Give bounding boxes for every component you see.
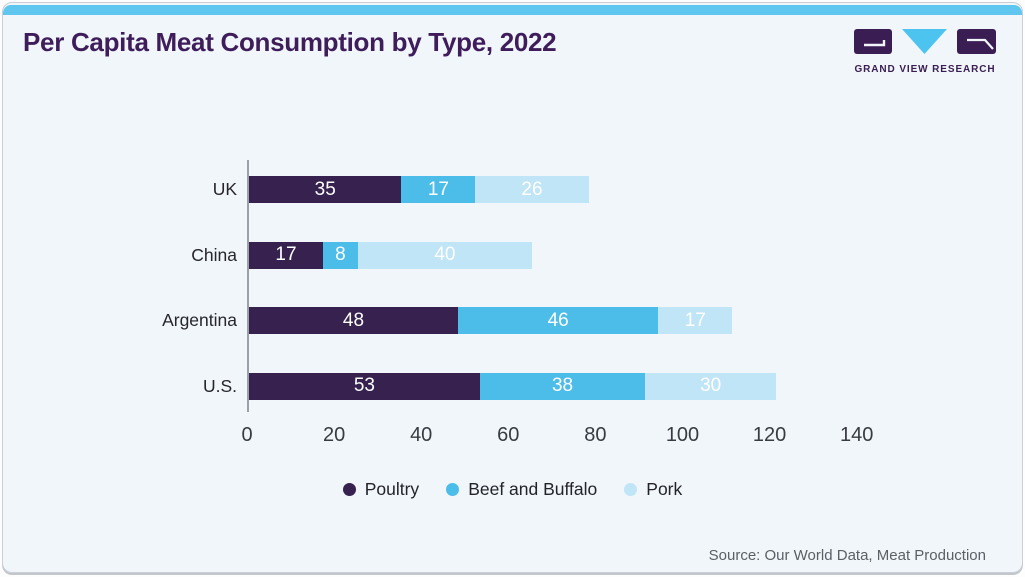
legend-dot-icon — [342, 483, 356, 496]
bar-stack: 35 17 26 — [249, 176, 589, 204]
bar-stack: 53 38 30 — [249, 372, 776, 400]
bar-value: 40 — [434, 244, 456, 266]
chart-area: UK 35 17 26 China 17 8 40 Argentina 48 46 17 U.S. 53 3… — [3, 3, 1022, 572]
bar-value: 17 — [427, 178, 449, 200]
chart-row-argentina: Argentina 48 46 17 — [3, 288, 1022, 354]
bar-value: 53 — [353, 375, 375, 397]
bar-stack: 17 8 40 — [249, 241, 532, 269]
chart-rows: UK 35 17 26 China 17 8 40 Argentina 48 46 17 U.S. 53 3… — [3, 157, 1022, 419]
bar-segment-pork: 30 — [645, 372, 776, 400]
bar-segment-poultry: 48 — [249, 307, 458, 335]
bar-value: 46 — [547, 309, 569, 331]
chart-row-uk: UK 35 17 26 — [3, 157, 1022, 223]
legend-dot-icon — [446, 483, 460, 496]
bar-segment-poultry: 35 — [249, 176, 402, 204]
bar-value: 38 — [551, 375, 574, 397]
legend-label: Beef and Buffalo — [468, 479, 598, 499]
bar-segment-beef-and-buffalo: 38 — [479, 372, 646, 400]
x-tick-60: 60 — [497, 424, 520, 446]
bar-value: 48 — [342, 309, 365, 331]
bar-segment-beef-and-buffalo: 8 — [323, 241, 358, 269]
category-label: UK — [212, 179, 237, 200]
bar-segment-pork: 26 — [475, 176, 589, 204]
legend: Poultry Beef and Buffalo Pork — [3, 479, 1022, 500]
page-title: Per Capita Meat Consumption by Type, 202… — [23, 27, 557, 57]
x-tick-140: 140 — [840, 424, 874, 446]
legend-item-pork: Pork — [624, 479, 682, 500]
legend-label: Pork — [646, 479, 683, 499]
gvr-logo-icon — [854, 29, 996, 54]
category-label: U.S. — [202, 375, 237, 396]
brand-logo: GRAND VIEW RESEARCH — [854, 28, 996, 75]
x-tick-100: 100 — [665, 424, 700, 446]
bar-value: 35 — [314, 178, 336, 200]
legend-dot-icon — [624, 483, 638, 496]
x-tick-120: 120 — [752, 424, 787, 446]
bar-segment-pork: 17 — [658, 307, 733, 335]
gvr-logo-r-tile — [957, 29, 996, 54]
bar-segment-beef-and-buffalo: 17 — [401, 176, 476, 204]
category-label: Argentina — [162, 310, 237, 331]
x-tick-20: 20 — [322, 424, 346, 446]
x-tick-0: 0 — [241, 424, 253, 446]
bar-segment-poultry: 53 — [249, 372, 480, 400]
top-accent-strip — [3, 5, 1022, 15]
chart-row-us: U.S. 53 38 30 — [3, 354, 1022, 420]
legend-label: Poultry — [364, 479, 420, 499]
bar-segment-poultry: 17 — [249, 241, 323, 269]
bar-segment-pork: 40 — [357, 241, 532, 269]
gvr-logo-g-tile — [854, 29, 892, 54]
legend-item-beef-and-buffalo: Beef and Buffalo — [446, 479, 597, 500]
gvr-logo-r-glyph — [967, 38, 994, 50]
chart-row-china: China 17 8 40 — [3, 223, 1022, 289]
bar-stack: 48 46 17 — [249, 307, 733, 335]
bar-value: 17 — [275, 244, 297, 266]
brand-name: GRAND VIEW RESEARCH — [854, 64, 996, 75]
source-note: Source: Our World Data, Meat Production — [708, 547, 986, 564]
y-axis-line — [247, 160, 249, 412]
bar-value: 17 — [684, 309, 706, 331]
category-label: China — [191, 244, 237, 265]
bar-value: 8 — [335, 244, 346, 266]
x-axis-ticks: 0 20 40 60 80 100 120 140 — [241, 424, 873, 446]
gvr-logo-v-triangle — [902, 29, 947, 54]
x-tick-40: 40 — [410, 424, 433, 446]
bar-value: 26 — [521, 178, 543, 200]
bar-value: 30 — [700, 375, 722, 397]
x-tick-80: 80 — [584, 424, 607, 446]
legend-item-poultry: Poultry — [342, 479, 420, 500]
gvr-logo-g-glyph — [864, 40, 886, 47]
bar-segment-beef-and-buffalo: 46 — [458, 307, 659, 335]
